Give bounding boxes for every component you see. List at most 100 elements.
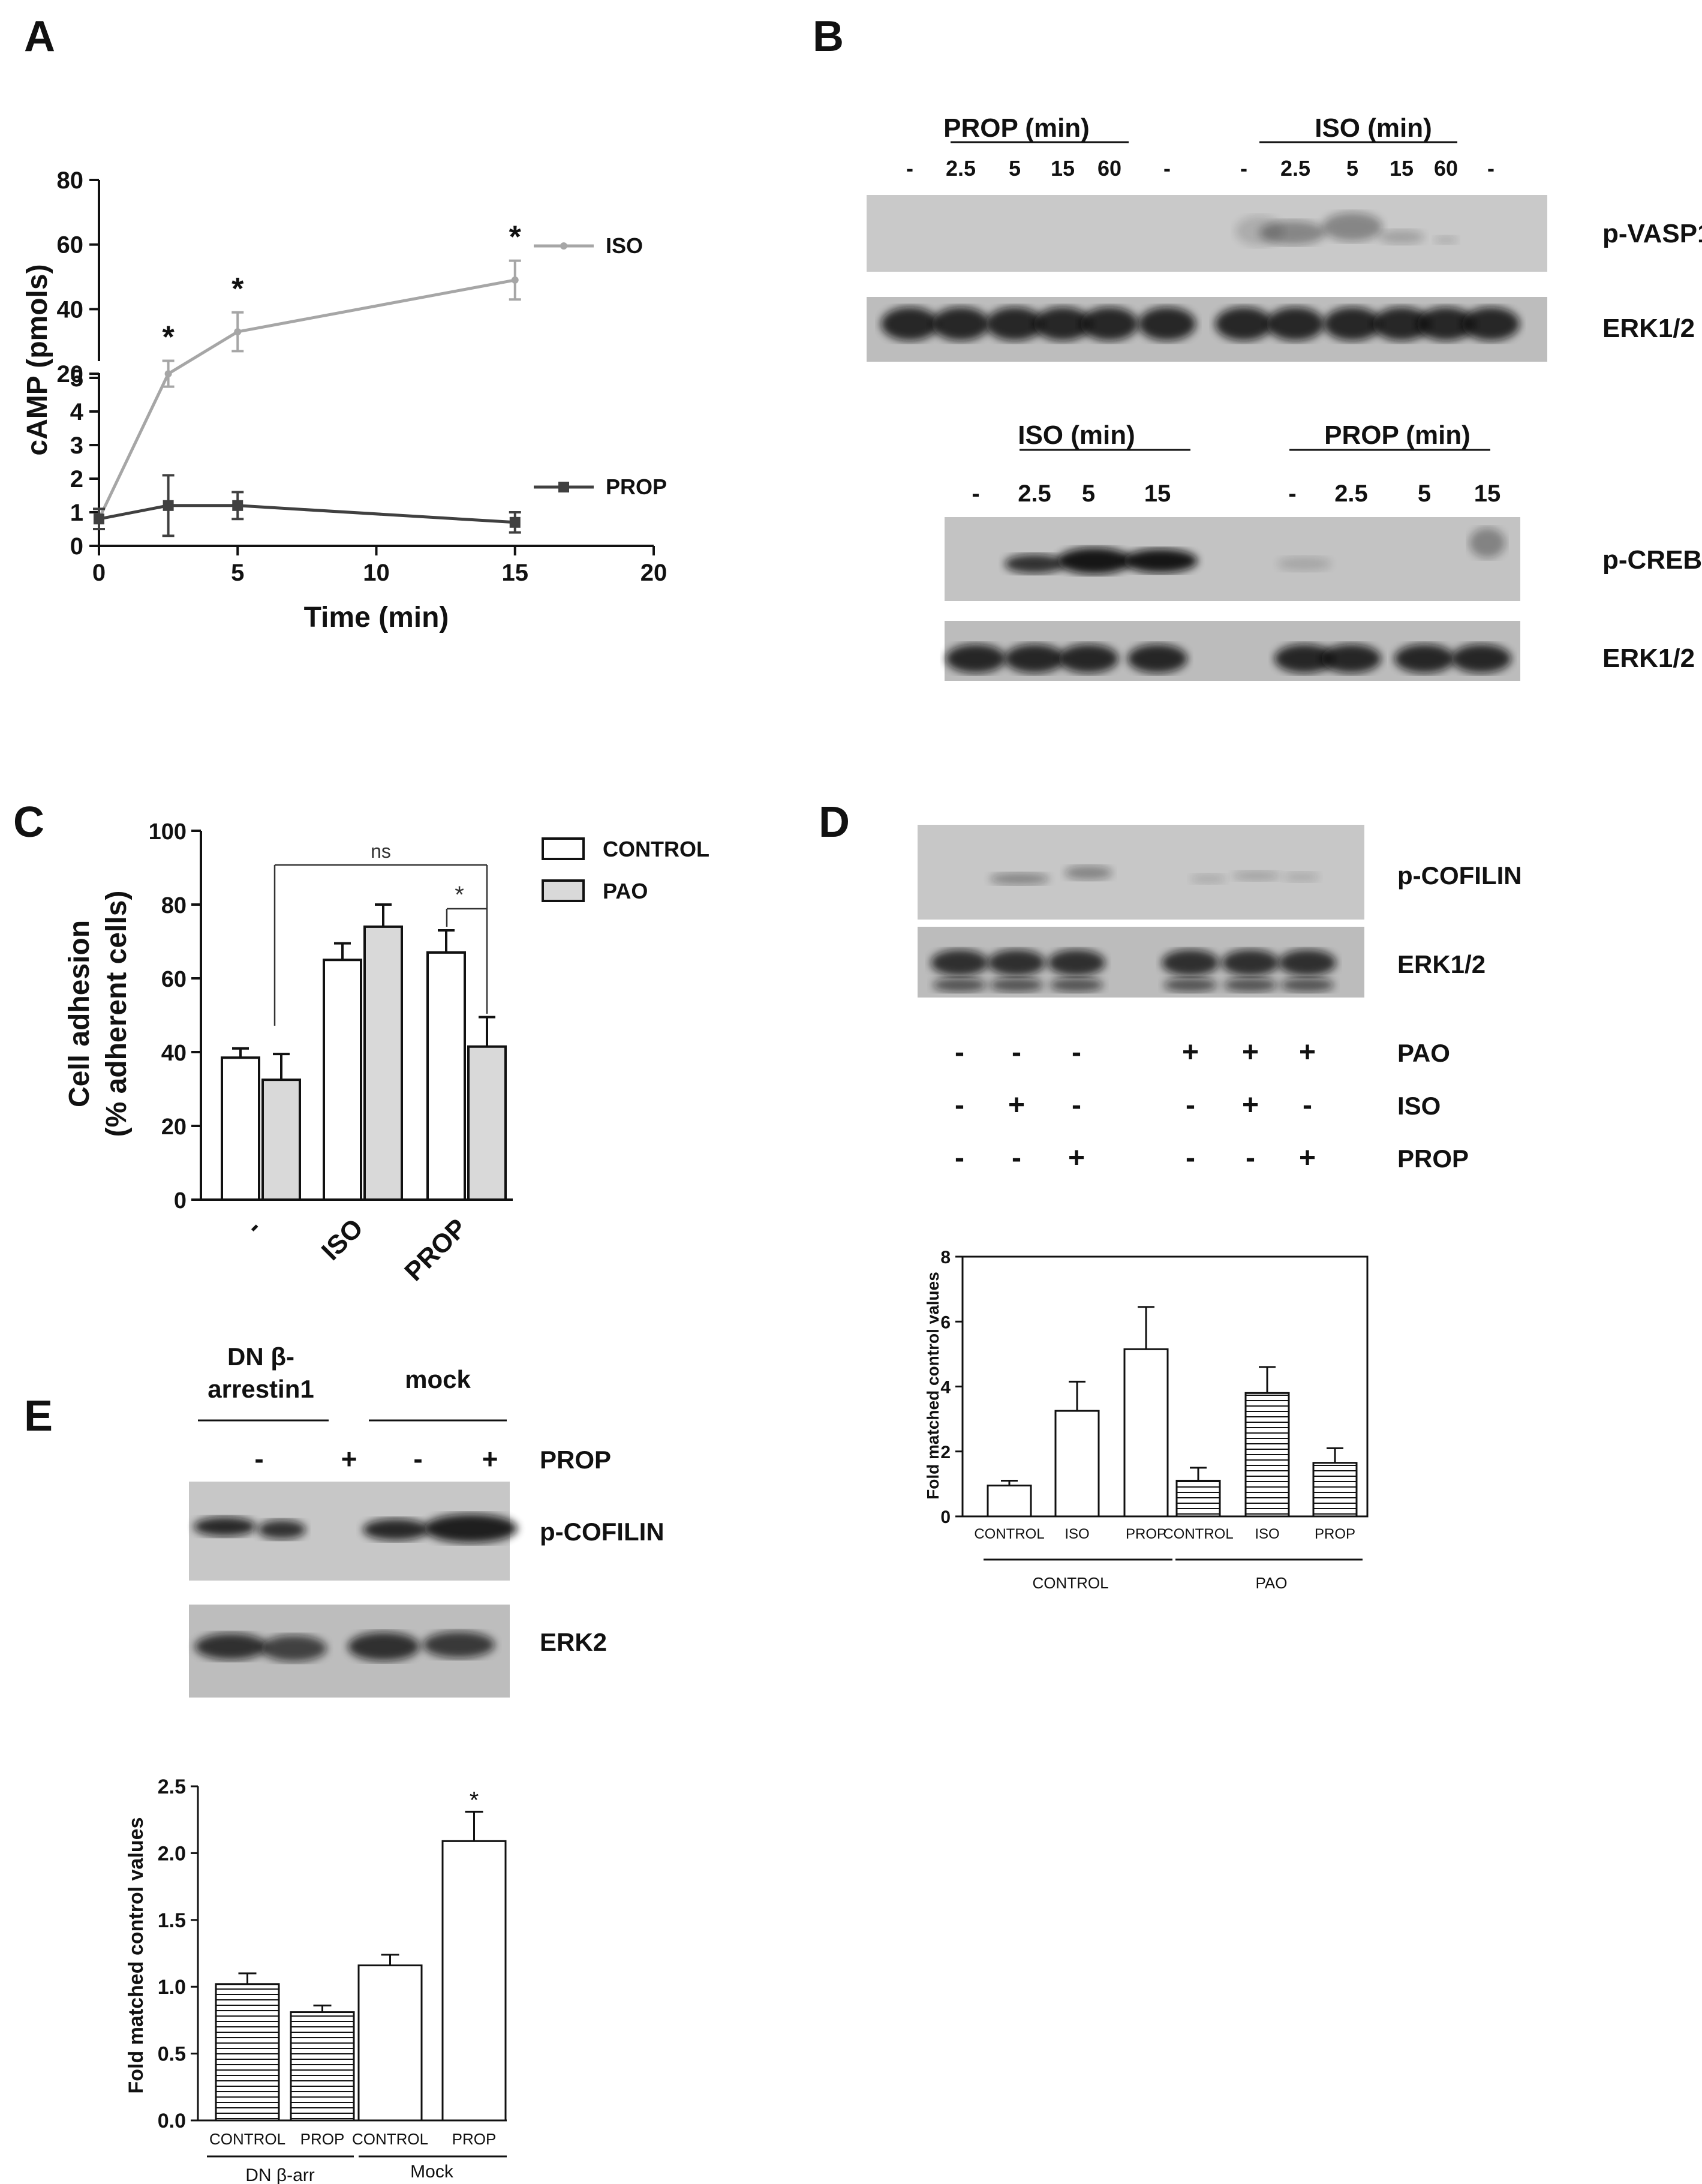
- blot-row-label: p-COFILIN: [540, 1518, 664, 1546]
- treatment-sign: -: [955, 1037, 964, 1068]
- bar: [290, 2011, 355, 2122]
- panel-letter-b: B: [813, 13, 844, 61]
- legend-marker: [560, 242, 567, 250]
- blot-erk1-2-d-band: [933, 978, 987, 992]
- y-tick-label: 40: [57, 296, 84, 323]
- prop-sign: +: [341, 1443, 357, 1474]
- data-point: [511, 276, 519, 284]
- blot-erk1-2-a-band: [1081, 307, 1138, 341]
- treatment-sign: +: [1182, 1037, 1199, 1068]
- treatment-sign: +: [1242, 1089, 1259, 1121]
- x-tick-label: PROP: [1126, 1526, 1166, 1542]
- panel-letter-a: A: [24, 13, 55, 61]
- panel-d: p-COFILIN ERK1/2 - - - + + + PAO - + - - + - ISO - - + - - + P…: [918, 825, 1522, 1592]
- lane-label: 2.5: [1018, 480, 1051, 507]
- prop-sign: -: [413, 1443, 422, 1474]
- bar: [1175, 1479, 1221, 1518]
- y-tick-label: 0: [940, 1507, 951, 1527]
- treatment-sign: -: [1186, 1089, 1195, 1121]
- lane-label: 15: [1390, 156, 1414, 181]
- x-tick-label: CONTROL: [1163, 1526, 1233, 1542]
- blot-pcofilin-band: [1190, 874, 1226, 884]
- y-tick-label: 1: [70, 500, 83, 526]
- y-axis-label: Fold matched control values: [924, 1272, 942, 1500]
- blot-pvasp1-band: [1235, 216, 1283, 246]
- legend-swatch: [542, 879, 585, 902]
- blot-pcreb-band: [1123, 549, 1198, 573]
- blot-erk1-2-b-band: [1005, 644, 1064, 673]
- lane-label: 15: [1474, 480, 1501, 507]
- x-tick-label: 0: [92, 560, 106, 586]
- blot1-group-label: PROP (min): [943, 113, 1090, 143]
- blot-erk1-2-d-band: [1163, 978, 1217, 992]
- lane-label: 2.5: [946, 156, 976, 181]
- lane-label: 5: [1418, 480, 1431, 507]
- x-tick-label: 20: [640, 560, 667, 586]
- blot-erk1-2-a-band: [932, 307, 990, 341]
- significance-star: *: [163, 320, 175, 355]
- lane-label: 15: [1144, 480, 1171, 507]
- bar: [357, 1964, 423, 2122]
- blot-pcofilin-band: [1283, 872, 1319, 882]
- lane-label: 2.5: [1280, 156, 1310, 181]
- blot-pvasp1-band: [1379, 230, 1424, 244]
- x-axis-label: Time (min): [304, 602, 449, 633]
- blot-erk1-2-a-band: [1324, 307, 1381, 341]
- blot-row-label: ERK1/2: [1602, 314, 1695, 343]
- y-tick-label: 4: [70, 399, 84, 425]
- y-tick-label: 2: [940, 1443, 951, 1462]
- x-tick-label: ISO: [1064, 1526, 1089, 1542]
- y-tick-label: 1.0: [158, 1976, 186, 1999]
- bar: [1244, 1392, 1290, 1518]
- lane-label: 2.5: [1334, 480, 1368, 507]
- significance-star: *: [470, 1787, 479, 1813]
- group-label: CONTROL: [1032, 1574, 1108, 1592]
- blot-erk1-2-b-band: [1321, 644, 1381, 673]
- bar-pao: [363, 925, 403, 1201]
- blot-erk1-2-b-band: [1394, 644, 1454, 673]
- bar: [1123, 1348, 1169, 1518]
- y-tick-label: 2.0: [158, 1842, 186, 1865]
- x-tick-label: 15: [502, 560, 529, 586]
- blot-pcofilin-e-band: [363, 1519, 429, 1540]
- x-tick-label: ISO: [1255, 1526, 1279, 1542]
- blot-erk1-2-d-band: [1223, 978, 1277, 992]
- treatment-sign: +: [1299, 1037, 1316, 1068]
- treatment-sign: +: [1068, 1142, 1085, 1174]
- legend-label-iso: ISO: [606, 233, 643, 258]
- y-tick-label: 0.5: [158, 2043, 186, 2066]
- blot1-group-label: ISO (min): [1315, 113, 1432, 143]
- blot-pcofilin-membrane: [918, 825, 1364, 920]
- legend-label-prop: PROP: [606, 474, 667, 499]
- group-label: DN β-arr: [245, 2165, 315, 2184]
- treatment-sign: -: [1072, 1037, 1081, 1068]
- blot-erk2-e-band: [423, 1632, 495, 1658]
- treatment-sign: -: [1012, 1142, 1021, 1174]
- blot-erk1-2-d-band: [988, 950, 1045, 976]
- blot-row-label: ERK1/2: [1397, 950, 1486, 978]
- blot-erk1-2-a-band: [986, 307, 1044, 341]
- lane-label: 5: [1009, 156, 1021, 181]
- blot-erk1-2-d-band: [1279, 950, 1336, 976]
- lane-label: 5: [1346, 156, 1358, 181]
- x-tick-label: 5: [231, 560, 244, 586]
- y-tick-label: 20: [57, 361, 84, 387]
- bar-pao: [261, 1079, 301, 1201]
- bar: [987, 1485, 1032, 1518]
- blot-erk1-2-a-band: [1373, 307, 1430, 341]
- lane-label: -: [1163, 156, 1171, 181]
- lane-label: 15: [1051, 156, 1075, 181]
- x-tick-label: -: [240, 1213, 267, 1240]
- treatment-label-pao: PAO: [1397, 1039, 1450, 1067]
- blot-pvasp1-membrane: [867, 195, 1547, 272]
- y-tick-label: 20: [161, 1114, 187, 1140]
- treatment-sign: -: [1012, 1037, 1021, 1068]
- y-tick-label: 0: [70, 533, 83, 560]
- data-point: [234, 328, 242, 336]
- bar-control: [221, 1056, 260, 1201]
- y-tick-label: 0.0: [158, 2110, 186, 2132]
- y-tick-label: 80: [57, 167, 84, 194]
- treatment-sign: -: [1303, 1089, 1312, 1121]
- blot-erk1-2-b-band: [1274, 644, 1334, 673]
